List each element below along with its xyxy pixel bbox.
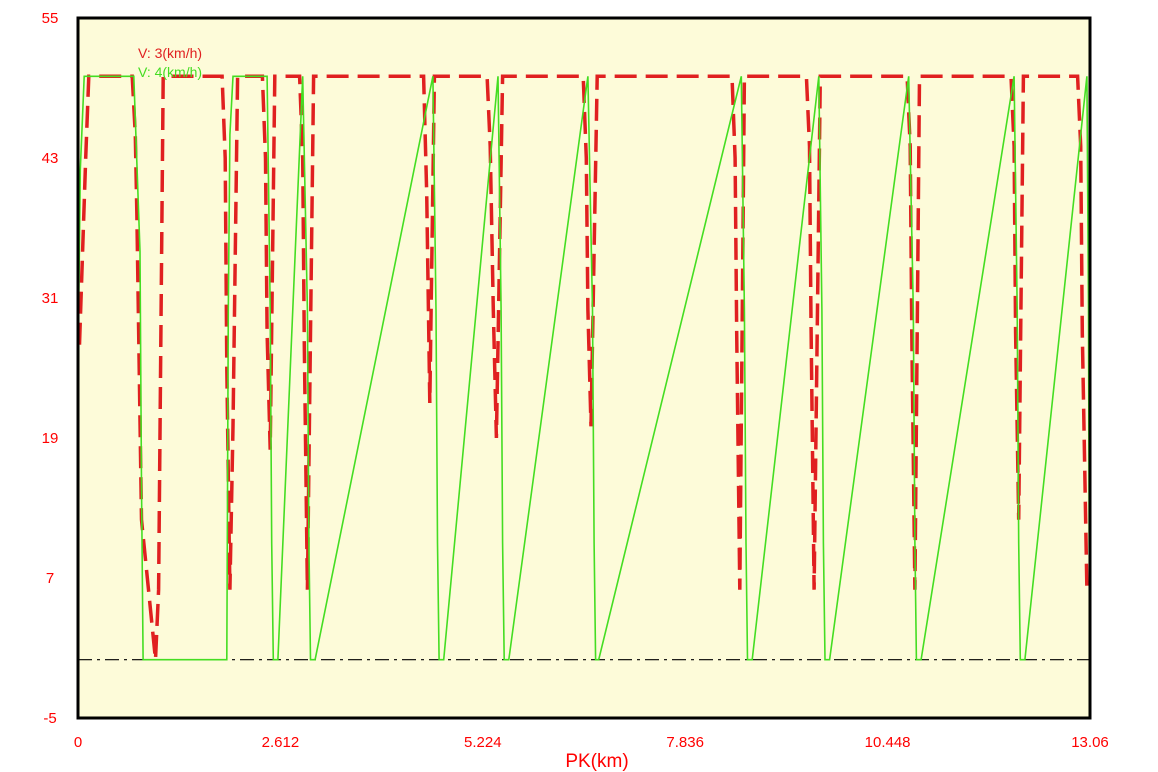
x-tick-label: 5.224 bbox=[464, 734, 502, 751]
x-tick-label: 7.836 bbox=[666, 734, 704, 751]
x-axis-ticks: 0 2.612 5.224 7.836 10.448 13.06 bbox=[74, 734, 1109, 751]
x-axis-title: PK(km) bbox=[565, 751, 628, 772]
legend: V: 3(km/h) V: 4(km/h) bbox=[138, 45, 202, 80]
x-tick-label: 0 bbox=[74, 734, 82, 751]
x-tick-label: 10.448 bbox=[865, 734, 911, 751]
series-line-2 bbox=[77, 75, 1091, 661]
series-line-1 bbox=[77, 74, 1090, 660]
plot-area bbox=[78, 18, 1090, 718]
y-tick-label: 43 bbox=[42, 150, 59, 167]
plot-frame bbox=[76, 16, 1092, 720]
x-tick-label: 2.612 bbox=[262, 734, 300, 751]
y-tick-label: -5 bbox=[43, 710, 56, 727]
y-tick-label: 55 bbox=[42, 10, 59, 27]
y-tick-label: 7 bbox=[46, 570, 54, 587]
legend-entry: V: 4(km/h) bbox=[138, 64, 202, 80]
y-tick-label: 31 bbox=[42, 290, 59, 307]
y-tick-label: 19 bbox=[42, 430, 59, 447]
series-layer bbox=[77, 74, 1091, 661]
y-axis-ticks: 55 43 31 19 7 -5 bbox=[42, 10, 59, 727]
x-tick-label: 13.06 bbox=[1071, 734, 1109, 751]
legend-entry: V: 3(km/h) bbox=[138, 45, 202, 61]
